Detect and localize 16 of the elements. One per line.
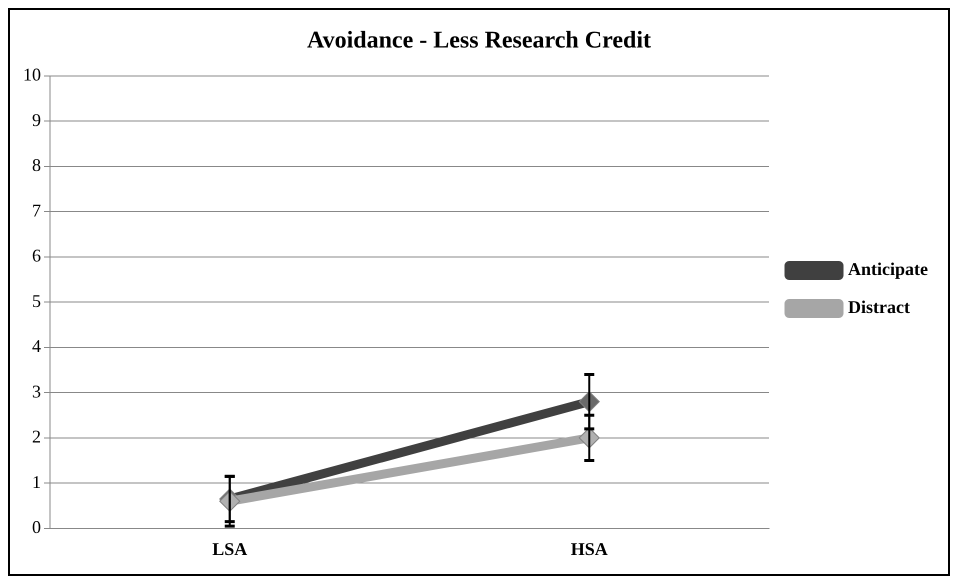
x-tick-label: HSA xyxy=(570,538,608,559)
y-tick-label: 4 xyxy=(32,336,41,356)
legend-label: Distract xyxy=(848,297,910,318)
x-tick-label: LSA xyxy=(212,538,248,559)
y-tick-label: 3 xyxy=(32,381,41,402)
y-tick-label: 7 xyxy=(32,200,41,220)
y-tick-label: 6 xyxy=(32,246,41,266)
y-tick-label: 8 xyxy=(32,155,41,176)
chart-title: Avoidance - Less Research Credit xyxy=(307,28,651,54)
y-tick-label: 1 xyxy=(32,472,41,492)
y-tick-label: 5 xyxy=(32,290,41,311)
y-tick-label: 0 xyxy=(32,517,41,538)
y-tick-label: 10 xyxy=(23,64,41,85)
legend-label: Anticipate xyxy=(848,259,928,280)
y-tick-label: 2 xyxy=(32,426,41,447)
y-tick-label: 9 xyxy=(32,110,41,130)
